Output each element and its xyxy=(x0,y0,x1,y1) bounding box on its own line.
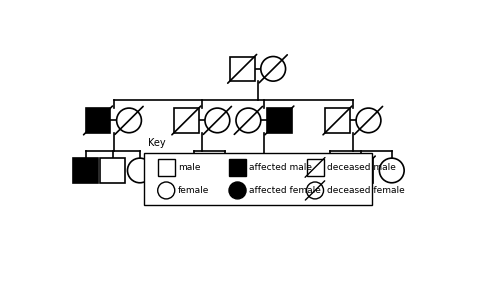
Circle shape xyxy=(251,158,276,183)
Text: male: male xyxy=(178,163,201,172)
Bar xyxy=(317,158,342,183)
Bar xyxy=(230,57,254,81)
Text: affected female: affected female xyxy=(249,186,321,195)
Text: affected male: affected male xyxy=(249,163,312,172)
Circle shape xyxy=(158,182,175,199)
Circle shape xyxy=(117,108,141,133)
Circle shape xyxy=(261,57,285,81)
Bar xyxy=(267,108,292,133)
Circle shape xyxy=(229,182,246,199)
Circle shape xyxy=(379,158,404,183)
Bar xyxy=(73,158,98,183)
Text: deceased male: deceased male xyxy=(327,163,396,172)
Bar xyxy=(182,158,207,183)
Bar xyxy=(174,108,199,133)
Circle shape xyxy=(127,158,152,183)
Circle shape xyxy=(306,182,323,199)
Bar xyxy=(325,108,350,133)
Bar xyxy=(229,159,246,176)
Bar xyxy=(158,159,175,176)
Text: female: female xyxy=(178,186,209,195)
Text: deceased female: deceased female xyxy=(327,186,404,195)
Bar xyxy=(86,108,110,133)
Bar xyxy=(100,158,125,183)
Circle shape xyxy=(213,158,238,183)
Bar xyxy=(144,153,372,205)
Circle shape xyxy=(236,108,261,133)
Circle shape xyxy=(205,108,230,133)
Bar xyxy=(348,158,373,183)
Text: Key: Key xyxy=(148,138,165,148)
Bar xyxy=(306,159,323,176)
Circle shape xyxy=(356,108,381,133)
